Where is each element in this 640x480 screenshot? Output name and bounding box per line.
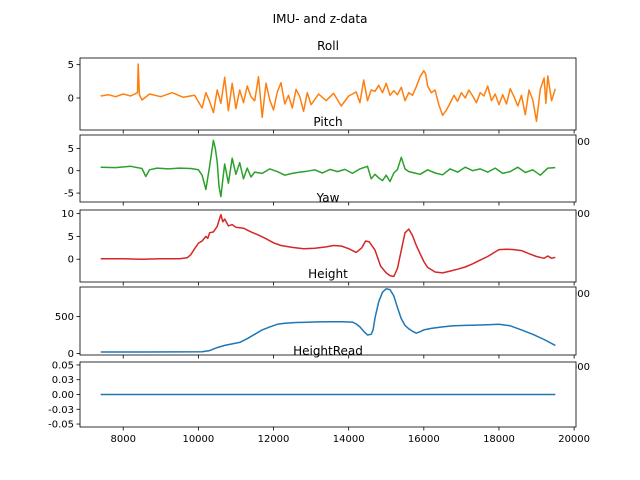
y-tick-label: 0.00 [52,390,74,401]
y-tick-label: -5 [64,189,74,200]
series-line-pitch [100,139,556,198]
y-tick-label: 0.03 [52,375,74,386]
axes-frame [79,361,577,428]
y-tick-label: 5 [68,232,74,243]
series-line-yaw [100,213,556,278]
y-tick-label: 0 [68,255,74,266]
subplot-heightread: 8000 10000 12000 14000 16000 18000 20000 -0.05 -… [48,344,590,445]
y-tick-label: 0 [68,349,74,360]
plot-area [80,58,576,130]
figure-suptitle: IMU- and z-data [273,12,368,26]
x-tick-label: 20000 [558,434,590,445]
axes-frame [79,134,577,203]
x-tick-label: 12000 [258,434,290,445]
y-tick-label: -0.05 [48,420,74,431]
y-tick-label: 500 [55,312,74,323]
subplot-title: HeightRead [293,344,363,358]
series-line-height [100,288,556,353]
y-tick-label: -0.03 [48,405,74,416]
y-tick-label: 10 [61,209,74,220]
x-tick-label: 18000 [483,434,515,445]
axes-frame [79,209,577,283]
x-tick-label: 16000 [408,434,440,445]
y-tick-label: 0 [68,166,74,177]
subplot-height: 80001000012000140001600018000200000500He… [55,267,590,373]
subplot-title: Yaw [316,191,340,205]
axes-frame [79,57,577,131]
subplot-title: Height [308,267,348,281]
x-tick-label: 14000 [333,434,365,445]
subplot-title: Pitch [313,115,342,129]
subplot-title: Roll [317,39,339,53]
x-tick-label: 8000 [110,434,135,445]
series-line-roll [100,63,557,123]
y-tick-label: 5 [68,144,74,155]
y-tick-label: 0 [68,94,74,105]
y-tick-label: 0.05 [52,360,74,371]
x-tick-label: 10000 [182,434,214,445]
axes-frame [79,286,577,356]
y-tick-label: 5 [68,60,74,71]
